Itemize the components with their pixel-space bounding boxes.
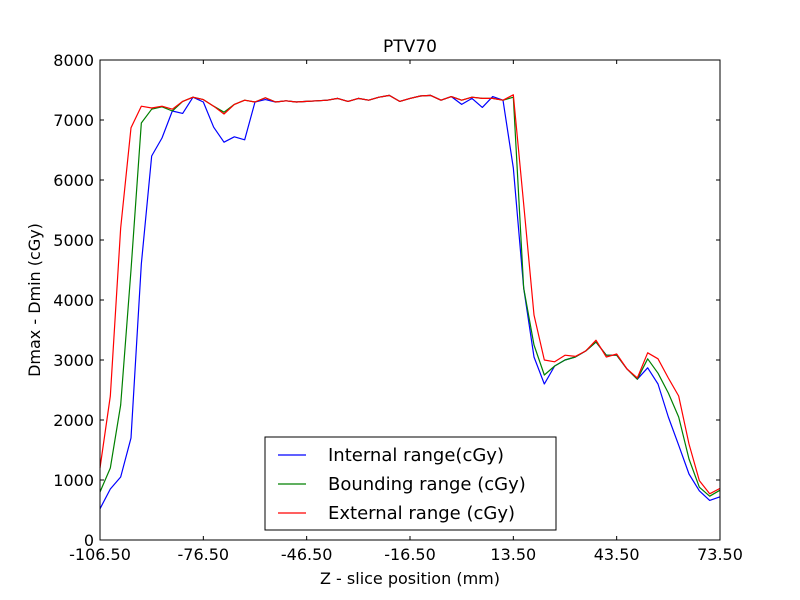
y-tick-label: 3000: [53, 351, 94, 370]
x-tick-label: -76.50: [178, 545, 230, 564]
y-tick-label: 4000: [53, 291, 94, 310]
y-tick-label: 0: [84, 531, 94, 550]
x-tick-label: 73.50: [697, 545, 743, 564]
series-line-external-range-cgy: [99, 94, 721, 495]
x-axis-label: Z - slice position (mm): [320, 569, 500, 588]
legend-label: Bounding range (cGy): [328, 474, 526, 495]
y-tick-label: 2000: [53, 411, 94, 430]
axis-tick-labels: -106.50 -76.50 -46.50 -16.50 13.50 43.50 73.50…: [53, 51, 743, 564]
chart-title: PTV70: [383, 37, 437, 57]
legend-frame: [264, 436, 557, 531]
legend-label: External range (cGy): [328, 503, 515, 524]
y-tick-label: 1000: [53, 471, 94, 490]
y-tick-label: 6000: [53, 171, 94, 190]
plot-frame: [99, 59, 721, 541]
data-lines: [99, 94, 721, 510]
x-tick-label: -16.50: [384, 545, 436, 564]
x-tick-label: 43.50: [594, 545, 640, 564]
y-axis-label: Dmax - Dmin (cGy): [25, 223, 44, 377]
y-tick-label: 5000: [53, 231, 94, 250]
x-tick-label: -106.50: [69, 545, 131, 564]
x-tick-label: -46.50: [281, 545, 333, 564]
series-line-bounding-range-cgy: [99, 94, 721, 497]
legend-label: Internal range(cGy): [328, 445, 504, 466]
y-tick-label: 7000: [53, 111, 94, 130]
legend: Internal range(cGy) Bounding range (cGy) E…: [264, 436, 557, 531]
x-tick-label: 13.50: [490, 545, 536, 564]
legend-entries: Internal range(cGy) Bounding range (cGy) E…: [278, 445, 526, 524]
y-tick-label: 8000: [53, 51, 94, 70]
